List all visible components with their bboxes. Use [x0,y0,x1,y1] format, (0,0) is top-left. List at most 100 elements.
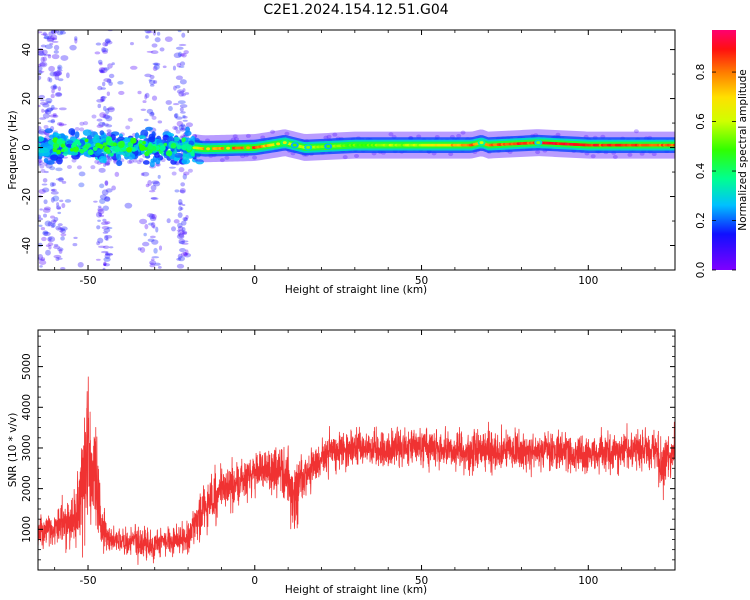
spectrogram-scatter-mark [105,115,113,122]
spectrogram-core-highlight [60,148,65,153]
spectrogram-scatter-mark [44,170,49,174]
spectrogram-scatter-mark [101,250,109,254]
spectrogram-halo-mark [71,158,77,163]
spectrogram-ridge-node [226,146,231,150]
spectrogram-scatter-mark [172,65,177,71]
y-tick-label: 3000 [21,435,33,462]
spectrogram-scatter-mark [38,258,46,262]
spectrogram-scatter-mark [180,207,184,211]
spectrogram-scatter-mark [104,181,109,186]
spectrogram-core-mark [116,154,122,162]
spectrogram-scatter-mark [96,124,104,129]
spectrogram-core-mark [96,149,104,154]
spectrogram-scatter-mark [53,50,59,54]
spectrogram-scatter-mark [185,214,189,220]
spectrogram-scatter-mark [144,73,152,78]
spectrogram-scatter-mark [162,65,167,69]
spectrogram-scatter-mark [38,254,44,260]
spectrogram-halo-mark [354,153,360,158]
spectrogram-scatter-mark [58,123,67,126]
spectrogram-scatter-mark [47,54,52,59]
spectrogram-scatter-mark [44,220,52,227]
spectrogram-halo-mark [136,160,142,165]
spectrogram-scatter-mark [39,117,46,120]
spectrogram-scatter-mark [58,107,67,111]
spectrogram-scatter-mark [54,92,63,98]
spectrogram-scatter-mark [155,226,159,233]
spectrogram-scatter-mark [106,129,112,133]
spectrogram-scatter-mark [43,231,51,236]
spectrogram-halo-mark [326,134,332,139]
spectrogram-scatter-mark [182,114,186,119]
spectrogram-core-mark [99,134,108,139]
spectrogram-scatter-mark [105,108,110,114]
spectrogram-scatter-mark [151,239,159,245]
spectrogram-scatter-mark [130,42,134,46]
spectrogram-scatter-mark [55,205,61,210]
spectrogram-core-highlight [139,144,146,152]
spectrogram-core-mark [149,160,155,168]
spectrogram-scatter-mark [152,225,156,229]
spectrogram-scatter-mark [100,96,104,103]
spectrogram-scatter-mark [102,81,106,87]
spectrogram-y-ticks: -40 -20 0 20 40 [21,43,675,271]
spectrogram-scatter-mark [171,226,176,232]
x-tick-label: -50 [79,275,96,287]
spectrogram-scatter-mark [148,79,156,85]
spectrogram-core-mark [142,160,150,165]
spectrogram-halo-mark [627,152,633,157]
spectrogram-scatter-mark [179,127,186,132]
spectrogram-scatter-mark [95,258,101,261]
spectrogram-scatter-mark [38,50,45,56]
spectrogram-scatter-mark [38,66,43,72]
spectrogram-scatter-mark [52,114,59,118]
spectrogram-scatter-mark [96,98,104,103]
spectrogram-scatter-mark [148,190,156,193]
spectrogram-halo-mark [284,131,290,136]
colorbar-gradient [712,30,736,270]
spectrogram-scatter-mark [47,236,56,243]
snr-frame [37,329,676,571]
spectrogram-scatter-mark [103,105,107,112]
spectrogram-scatter-mark [181,240,189,243]
spectrogram-scatter-mark [118,90,125,96]
spectrogram-scatter-mark [99,198,106,204]
spectrogram-scatter-mark [104,196,111,202]
spectrogram-scatter-mark [108,81,113,86]
spectrogram-scatter-mark [152,62,159,66]
spectrogram-ridge-node [292,143,297,147]
spectrogram-scatter-mark [140,172,145,176]
spectrogram-scatter-mark [181,93,186,97]
spectrogram-scatter-mark [105,251,109,256]
spectrogram-scatter-mark [52,220,57,223]
spectrogram-scatter-mark [147,238,155,242]
spectrogram-scatter-mark [157,120,163,124]
spectrogram-scatter-mark [38,129,46,135]
spectrogram-scatter-mark [102,205,110,211]
x-tick-label: -50 [79,575,96,587]
spectrogram-scatter-mark [59,31,67,35]
snr-series-line [38,376,675,566]
spectrogram-halo-mark [172,125,178,130]
spectrogram-scatter-mark [65,72,70,79]
spectrogram-core-mark [38,148,45,154]
spectrogram-scatter-mark [137,247,142,251]
spectrogram-scatter-mark [104,253,111,260]
spectrogram-scatter-mark [60,233,67,237]
spectrogram-scatter-mark [182,217,188,222]
spectrogram-core-mark [70,129,76,136]
spectrogram-scatter-mark [39,62,46,67]
spectrogram-halo-mark [94,159,100,164]
spectrogram-core-highlight [110,152,114,157]
spectrogram-core-mark [74,131,80,139]
spectrogram-scatter-mark [44,109,48,114]
spectrogram-scatter-mark [60,228,66,231]
spectrogram-scatter-mark [43,36,52,40]
spectrogram-scatter-mark [77,261,84,268]
spectrogram-scatter-mark [57,78,64,82]
spectrogram-scatter-mark [182,203,186,207]
spectrogram-scatter-mark [183,217,189,222]
spectrogram-scatter-mark [47,242,54,247]
spectrogram-scatter-mark [49,107,58,110]
spectrogram-scatter-mark [178,167,185,173]
